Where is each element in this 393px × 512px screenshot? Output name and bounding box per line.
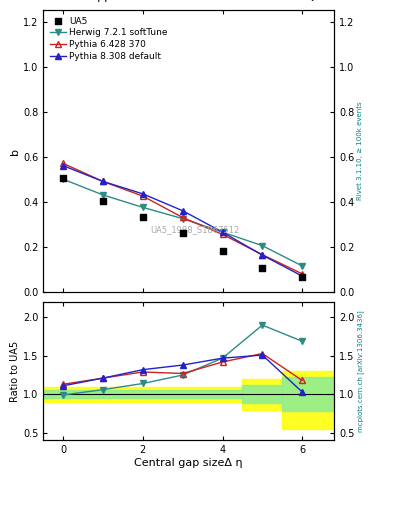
UA5: [100, 197, 106, 205]
Y-axis label: Ratio to UA5: Ratio to UA5: [10, 340, 20, 402]
Herwig 7.2.1 softTune: [260, 243, 265, 249]
Pythia 8.308 default: [300, 273, 305, 279]
Pythia 6.428 370: [101, 178, 105, 184]
X-axis label: Central gap sizeΔ η: Central gap sizeΔ η: [134, 458, 243, 468]
Pythia 6.428 370: [140, 193, 145, 199]
UA5: [60, 174, 66, 182]
UA5: [299, 272, 305, 281]
Herwig 7.2.1 softTune: [61, 176, 66, 182]
Herwig 7.2.1 softTune: [300, 263, 305, 269]
Line: Herwig 7.2.1 softTune: Herwig 7.2.1 softTune: [61, 177, 305, 269]
Herwig 7.2.1 softTune: [101, 192, 105, 198]
Legend: UA5, Herwig 7.2.1 softTune, Pythia 6.428 370, Pythia 8.308 default: UA5, Herwig 7.2.1 softTune, Pythia 6.428…: [48, 15, 170, 62]
Pythia 6.428 370: [180, 215, 185, 221]
Pythia 8.308 default: [61, 163, 66, 169]
Y-axis label: Rivet 3.1.10, ≥ 100k events: Rivet 3.1.10, ≥ 100k events: [357, 102, 363, 200]
Pythia 8.308 default: [140, 191, 145, 197]
Herwig 7.2.1 softTune: [140, 204, 145, 210]
Text: Soft QCD: Soft QCD: [281, 0, 331, 2]
UA5: [259, 263, 266, 271]
Line: Pythia 8.308 default: Pythia 8.308 default: [61, 163, 305, 279]
Pythia 6.428 370: [220, 231, 225, 238]
Text: 200 GeV ppbar: 200 GeV ppbar: [46, 0, 130, 2]
Pythia 8.308 default: [101, 178, 105, 184]
Y-axis label: b: b: [10, 147, 20, 155]
Pythia 8.308 default: [260, 252, 265, 258]
Y-axis label: mcplots.cern.ch [arXiv:1306.3436]: mcplots.cern.ch [arXiv:1306.3436]: [357, 310, 364, 432]
UA5: [140, 214, 146, 222]
Herwig 7.2.1 softTune: [220, 229, 225, 235]
Pythia 8.308 default: [180, 208, 185, 214]
Herwig 7.2.1 softTune: [180, 216, 185, 222]
UA5: [219, 247, 226, 255]
UA5: [180, 229, 186, 238]
Pythia 6.428 370: [260, 251, 265, 258]
Pythia 6.428 370: [61, 160, 66, 166]
Pythia 8.308 default: [220, 229, 225, 235]
Line: Pythia 6.428 370: Pythia 6.428 370: [61, 161, 305, 276]
Text: UA5_1988_S1867512: UA5_1988_S1867512: [150, 225, 239, 234]
Pythia 6.428 370: [300, 271, 305, 277]
